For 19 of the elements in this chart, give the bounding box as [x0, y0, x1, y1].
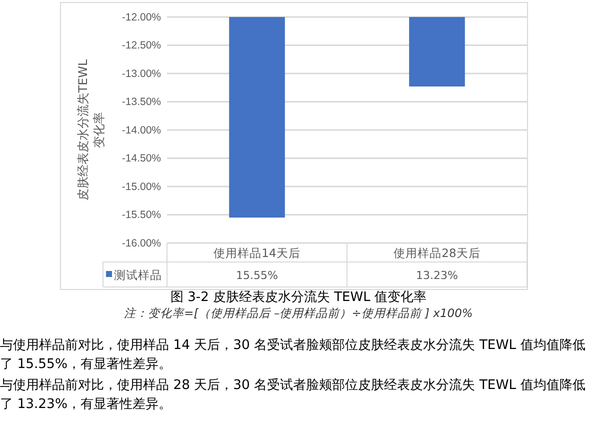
text: 15.55% [236, 269, 278, 282]
y-tick-label: -15.00% [122, 180, 161, 193]
text: 与使用样品前对比，使用样品 14 天后，30 名受试者脸颊部位皮肤经表皮水分流失 TEWL 值均值降低了 15.55%，有显著性差异。 [0, 337, 586, 374]
y-tick-label: -12.00% [122, 11, 161, 24]
x-tick-label: 使用样品14天后 [214, 246, 300, 260]
text: 13.23% [416, 269, 458, 282]
y-tick-label: -14.00% [122, 124, 161, 136]
text: 注：变化率=[（使用样品后 –使用样品前）÷使用样品前 ] x100% [123, 306, 474, 321]
y-tick-label: -16.00% [122, 237, 161, 250]
y-tick-label: -13.00% [122, 68, 161, 80]
x-tick-label: 使用样品28天后 [394, 246, 480, 260]
y-axis-title: 皮肤经表皮水分流失TEWL 变化率 [76, 58, 106, 201]
y-tick-label: -13.50% [122, 96, 161, 108]
text: 图 3-2 皮肤经表皮水分流失 TEWL 值变化率 [169, 289, 428, 306]
text: 与使用样品前对比，使用样品 28 天后，30 名受试者脸颊部位皮肤经表皮水分流失 TEWL 值均值降低了 13.23%，有显著性差异。 [0, 377, 586, 414]
y-tick-label: -15.50% [122, 209, 161, 222]
y-tick-label: -14.50% [122, 152, 161, 165]
y-tick-label: -12.50% [122, 40, 161, 52]
legend-label: 测试样品 [114, 268, 162, 282]
